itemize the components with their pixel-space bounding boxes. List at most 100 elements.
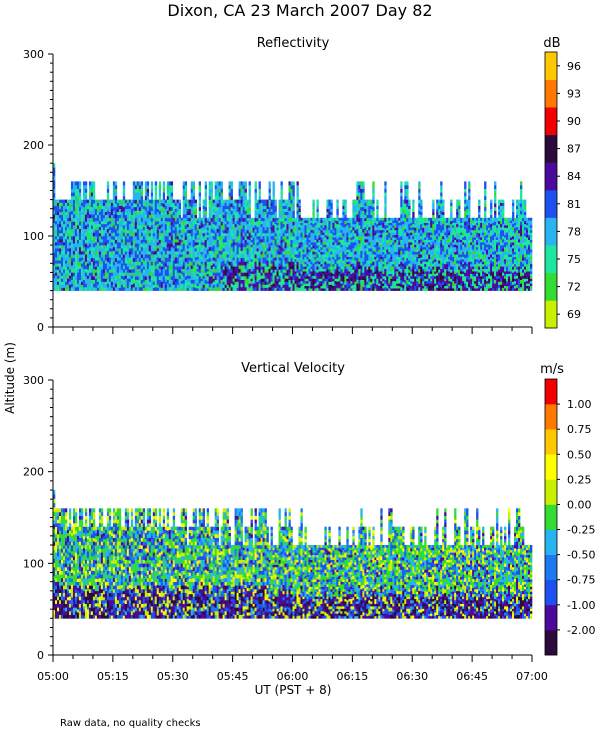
heatmap-cell	[290, 185, 293, 189]
heatmap-cell	[160, 269, 164, 273]
heatmap-cell	[132, 192, 136, 197]
heatmap-cell	[266, 275, 269, 279]
heatmap-cell	[202, 248, 205, 252]
heatmap-cell	[326, 223, 329, 228]
heatmap-cell	[104, 223, 108, 228]
heatmap-cell	[356, 206, 359, 211]
heatmap-cell	[312, 272, 315, 276]
heatmap-cell	[80, 278, 84, 282]
heatmap-cell	[210, 210, 213, 215]
heatmap-cell	[340, 242, 343, 245]
heatmap-cell	[114, 239, 118, 244]
heatmap-cell	[232, 281, 235, 285]
heatmap-cell	[292, 236, 295, 240]
heatmap-cell	[250, 271, 253, 274]
heatmap-cell	[156, 263, 160, 267]
heatmap-cell	[312, 284, 315, 288]
heatmap-cell	[276, 259, 279, 262]
heatmap-cell	[68, 229, 72, 234]
heatmap-cell	[224, 226, 227, 231]
heatmap-cell	[232, 226, 235, 231]
heatmap-cell	[214, 283, 217, 288]
heatmap-cell	[312, 220, 315, 225]
heatmap-cell	[174, 205, 178, 209]
heatmap-cell	[164, 242, 168, 246]
heatmap-cell	[300, 256, 303, 260]
heatmap-cell	[136, 286, 140, 291]
heatmap-cell	[160, 205, 164, 209]
heatmap-cell	[86, 275, 90, 279]
heatmap-cell	[110, 284, 114, 288]
heatmap-cell	[88, 225, 92, 230]
heatmap-cell	[126, 275, 130, 279]
heatmap-cell	[380, 242, 383, 245]
heatmap-cell	[320, 244, 323, 248]
heatmap-cell	[80, 257, 84, 261]
heatmap-cell	[56, 281, 60, 285]
heatmap-cell	[208, 261, 211, 266]
heatmap-cell	[284, 269, 287, 273]
heatmap-cell	[372, 286, 375, 291]
heatmap-cell	[170, 217, 174, 222]
heatmap-cell	[236, 208, 239, 213]
heatmap-cell	[130, 236, 134, 240]
heatmap-cell	[154, 185, 158, 189]
heatmap-cell	[120, 245, 124, 249]
heatmap-cell	[154, 228, 158, 233]
heatmap-cell	[288, 217, 291, 222]
heatmap-cell	[326, 269, 329, 273]
heatmap-cell	[230, 236, 233, 240]
heatmap-cell	[186, 217, 190, 222]
heatmap-cell	[316, 263, 319, 267]
heatmap-cell	[330, 263, 333, 267]
heatmap-cell	[342, 263, 345, 267]
heatmap-cell	[216, 203, 219, 208]
heatmap-cell	[276, 283, 279, 287]
heatmap-cell	[174, 251, 178, 255]
heatmap-cell	[142, 266, 146, 270]
heatmap-cell	[228, 250, 231, 255]
heatmap-cell	[364, 242, 367, 246]
heatmap-cell	[340, 280, 343, 284]
heatmap-cell	[72, 265, 76, 270]
heatmap-cell	[68, 202, 72, 206]
heatmap-cell	[278, 214, 281, 219]
heatmap-cell	[248, 232, 251, 237]
heatmap-cell	[272, 272, 275, 277]
heatmap-cell	[270, 260, 273, 264]
heatmap-cell	[250, 232, 253, 236]
heatmap-cell	[214, 286, 217, 291]
heatmap-cell	[194, 220, 197, 225]
heatmap-cell	[342, 278, 345, 282]
heatmap-cell	[306, 225, 309, 228]
heatmap-cell	[354, 254, 357, 258]
heatmap-cell	[314, 234, 317, 238]
heatmap-cell	[204, 232, 207, 237]
heatmap-cell	[90, 279, 94, 284]
heatmap-cell	[64, 287, 68, 291]
heatmap-cell	[76, 265, 80, 270]
heatmap-cell	[360, 199, 363, 204]
heatmap-cell	[338, 273, 341, 277]
heatmap-cell	[336, 211, 339, 216]
heatmap-cell	[332, 246, 335, 250]
heatmap-cell	[266, 220, 269, 225]
heatmap-cell	[306, 232, 309, 236]
heatmap-cell	[342, 281, 345, 285]
heatmap-cell	[194, 254, 197, 258]
heatmap-cell	[380, 220, 383, 223]
heatmap-cell	[150, 199, 154, 204]
heatmap-cell	[254, 181, 257, 186]
heatmap-cell	[138, 214, 142, 219]
heatmap-cell	[240, 279, 243, 284]
heatmap-cell	[234, 251, 237, 255]
heatmap-cell	[230, 279, 233, 284]
heatmap-cell	[144, 192, 148, 197]
heatmap-cell	[264, 278, 267, 282]
heatmap-cell	[298, 287, 301, 291]
heatmap-cell	[200, 283, 203, 287]
heatmap-cell	[210, 195, 213, 200]
heatmap-cell	[138, 286, 142, 291]
heatmap-cell	[338, 280, 341, 284]
